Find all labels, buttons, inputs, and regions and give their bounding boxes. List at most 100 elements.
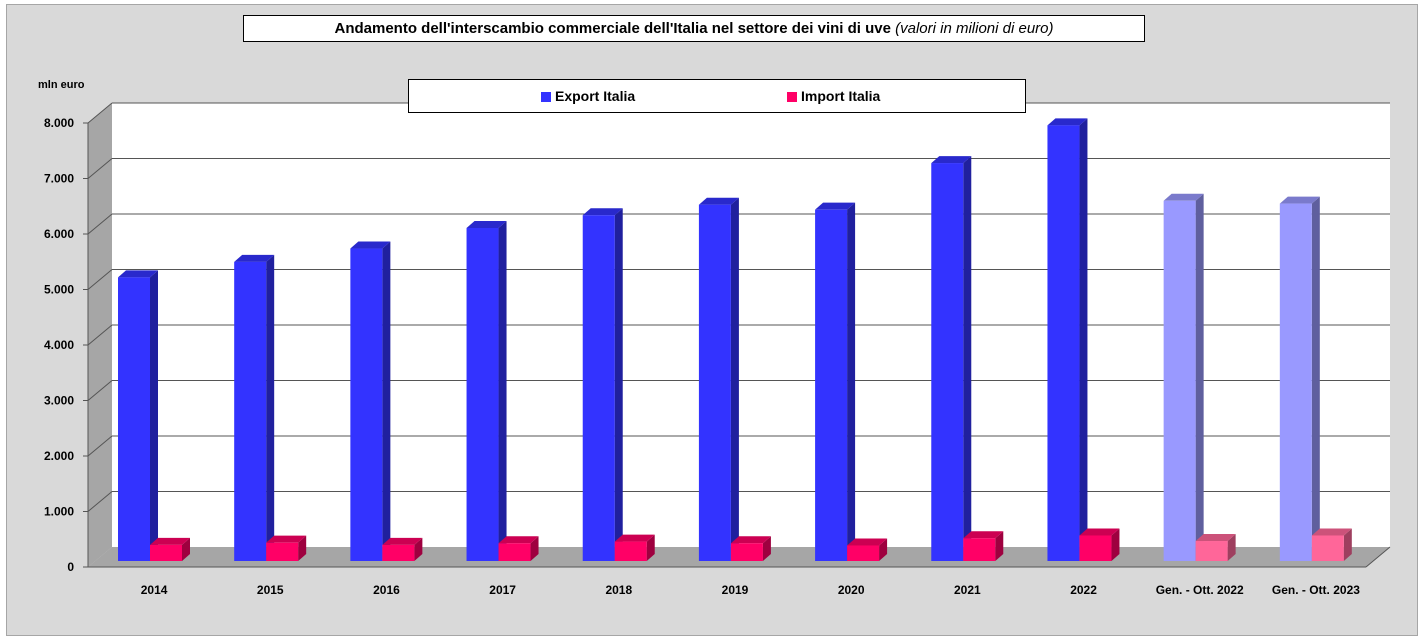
import-bar-side bbox=[1343, 528, 1352, 561]
legend-swatch-export bbox=[541, 92, 551, 102]
import-bar-side bbox=[646, 534, 655, 561]
export-bar bbox=[466, 228, 499, 561]
import-bar-side bbox=[995, 531, 1004, 561]
y-tick-label: 1.000 bbox=[44, 505, 74, 519]
x-tick-label: 2019 bbox=[722, 583, 749, 597]
import-bar-side bbox=[762, 536, 771, 561]
x-tick-label: 2017 bbox=[489, 583, 516, 597]
export-bar-top bbox=[234, 254, 275, 262]
y-tick-label: 7.000 bbox=[44, 172, 74, 186]
export-bar-top bbox=[1279, 196, 1320, 204]
import-bar bbox=[730, 543, 763, 561]
import-bar-top bbox=[614, 534, 655, 542]
export-bar-side bbox=[498, 221, 507, 561]
y-tick-label: 6.000 bbox=[44, 227, 74, 241]
x-tick-label: 2018 bbox=[605, 583, 632, 597]
import-bar-top bbox=[847, 538, 888, 546]
chart-title-box: Andamento dell'interscambio commerciale … bbox=[243, 15, 1145, 42]
gridline-side bbox=[87, 491, 113, 512]
export-bar bbox=[1163, 200, 1196, 561]
export-bar bbox=[931, 163, 964, 561]
x-tick-label: 2020 bbox=[838, 583, 865, 597]
legend-item-export: Export Italia bbox=[541, 88, 635, 104]
export-bar bbox=[698, 204, 731, 561]
legend: Export Italia Import Italia bbox=[408, 79, 1026, 113]
import-bar bbox=[382, 544, 415, 561]
export-bar-top bbox=[118, 270, 158, 278]
export-bar-top bbox=[815, 202, 856, 210]
export-bar-side bbox=[963, 156, 972, 561]
export-bar-top bbox=[1163, 193, 1204, 201]
x-tick-label: 2014 bbox=[141, 583, 168, 597]
export-bar-top bbox=[931, 156, 972, 164]
export-bar-side bbox=[382, 241, 391, 561]
export-bar-side bbox=[1311, 196, 1320, 561]
import-bar-side bbox=[298, 535, 307, 561]
import-bar-top bbox=[1311, 528, 1352, 536]
export-bar-side bbox=[614, 208, 623, 562]
export-bar bbox=[234, 261, 267, 561]
y-tick-label: 4.000 bbox=[44, 338, 74, 352]
import-bar-side bbox=[530, 536, 539, 561]
y-tick-label: 5.000 bbox=[44, 283, 74, 297]
x-tick-label: Gen. - Ott. 2023 bbox=[1272, 583, 1360, 597]
import-bar-top bbox=[266, 535, 307, 543]
y-tick-label: 3.000 bbox=[44, 394, 74, 408]
export-bar bbox=[350, 248, 383, 561]
import-bar-top bbox=[1195, 534, 1236, 542]
export-bar-side bbox=[730, 197, 739, 561]
export-bar-side bbox=[150, 270, 158, 561]
import-bar-side bbox=[414, 537, 423, 561]
legend-item-import: Import Italia bbox=[787, 88, 880, 104]
export-bar-top bbox=[582, 208, 623, 216]
import-bar bbox=[1195, 541, 1228, 561]
chart-subtitle: (valori in milioni di euro) bbox=[895, 20, 1054, 37]
import-bar bbox=[1079, 535, 1112, 561]
export-bar bbox=[1047, 125, 1080, 561]
export-bar-side bbox=[1079, 118, 1088, 561]
gridline-side bbox=[87, 269, 113, 290]
x-tick-label: 2022 bbox=[1070, 583, 1097, 597]
import-bar-top bbox=[498, 536, 539, 544]
export-bar-top bbox=[350, 241, 391, 249]
import-bar-side bbox=[879, 538, 888, 561]
import-bar bbox=[150, 544, 182, 561]
legend-swatch-import bbox=[787, 92, 797, 102]
y-axis-unit-label: mln euro bbox=[38, 79, 85, 91]
legend-label-export: Export Italia bbox=[555, 88, 636, 104]
gridline-side bbox=[87, 435, 113, 457]
export-bar-top bbox=[1047, 118, 1088, 126]
import-bar bbox=[498, 543, 531, 561]
x-tick-label: 2021 bbox=[954, 583, 981, 597]
import-bar-top bbox=[1079, 528, 1120, 536]
gridline-side bbox=[87, 102, 113, 124]
y-tick-label: 2.000 bbox=[44, 449, 74, 463]
import-bar-side bbox=[182, 537, 190, 561]
export-bar bbox=[582, 215, 615, 562]
x-tick-label: 2015 bbox=[257, 583, 284, 597]
export-bar bbox=[1279, 203, 1312, 561]
x-tick-label: Gen. - Ott. 2022 bbox=[1156, 583, 1244, 597]
import-bar-top bbox=[963, 531, 1004, 539]
import-bar bbox=[963, 538, 996, 561]
import-bar-top bbox=[730, 536, 771, 544]
gridline-side bbox=[87, 213, 113, 235]
export-bar-side bbox=[266, 254, 275, 562]
y-tick-label: 0 bbox=[67, 560, 74, 574]
import-bar-side bbox=[1227, 534, 1236, 561]
export-bar-side bbox=[847, 202, 856, 561]
gridline-side bbox=[87, 158, 113, 179]
gridline-side bbox=[87, 324, 113, 346]
import-bar-side bbox=[1111, 528, 1120, 561]
import-bar-top bbox=[150, 537, 190, 545]
export-bar bbox=[815, 209, 848, 561]
x-tick-label: 2016 bbox=[373, 583, 400, 597]
legend-label-import: Import Italia bbox=[801, 88, 881, 104]
export-bar bbox=[118, 277, 150, 561]
import-bar-top bbox=[382, 537, 423, 545]
export-bar-top bbox=[466, 221, 507, 228]
floor-edge bbox=[1365, 546, 1391, 568]
import-bar bbox=[847, 545, 880, 561]
import-bar bbox=[266, 542, 299, 561]
